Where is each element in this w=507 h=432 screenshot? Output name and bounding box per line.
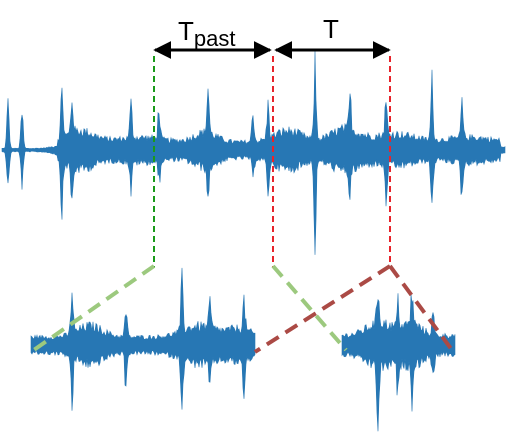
waveform-shape: [1, 50, 506, 255]
t-past-label-sub: past: [194, 26, 236, 51]
past-segment-waveform: [30, 267, 256, 411]
waveform-shape: [30, 267, 256, 411]
current-segment-waveform: [341, 293, 456, 432]
current-link-left: [253, 264, 392, 354]
current-link-right: [388, 264, 454, 352]
t-past-label: Tpast: [178, 16, 235, 51]
t-label: T: [323, 14, 339, 44]
full-audio-waveform: [1, 50, 506, 255]
past-link-right: [271, 264, 348, 352]
past-link-left: [29, 264, 156, 354]
t-past-label-main: T: [178, 16, 194, 46]
waveform-shape: [341, 293, 456, 432]
